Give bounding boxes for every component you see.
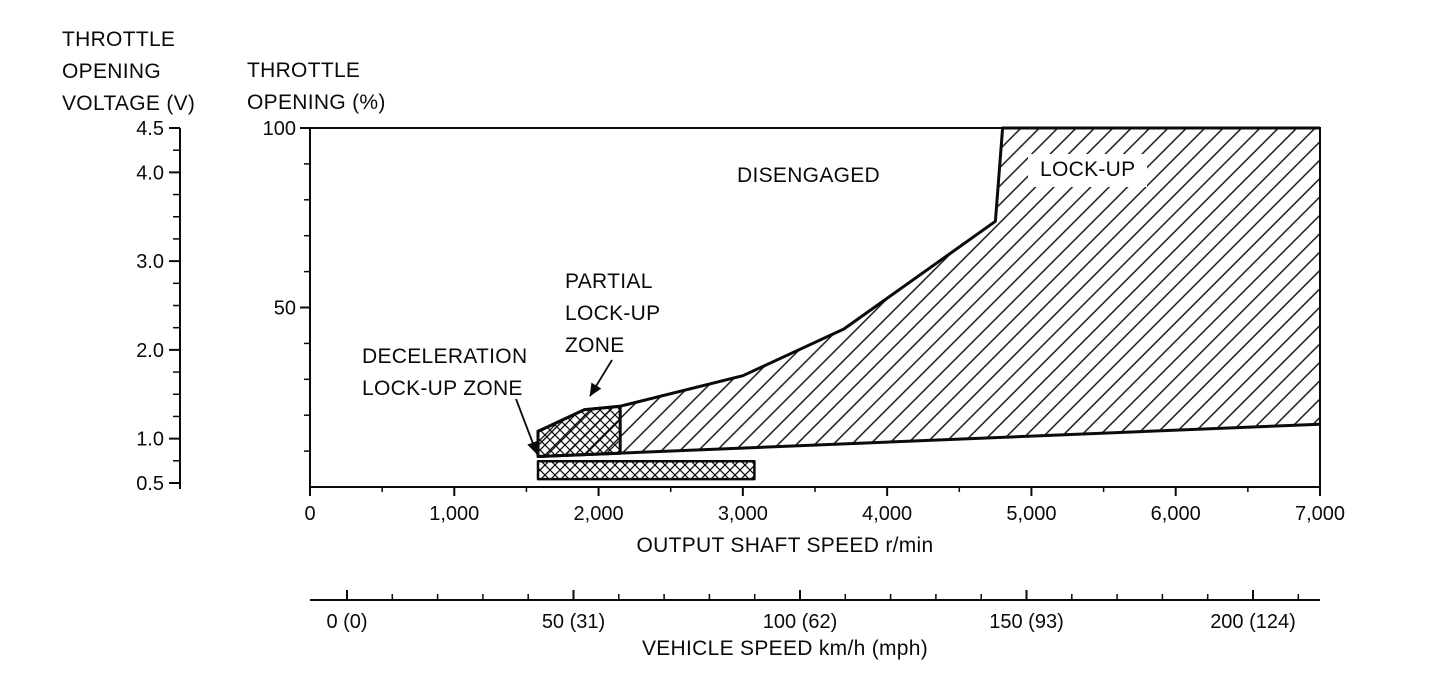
voltage-axis-tick-label: 0.5: [136, 473, 164, 495]
vehicle-speed-tick-label: 200 (124): [1210, 611, 1296, 633]
lockup-upper-boundary: [536, 126, 1320, 457]
x-axis-title: OUTPUT SHAFT SPEED r/min: [636, 534, 934, 557]
voltage-axis-tick-label: 4.0: [136, 162, 164, 184]
vehicle-speed-axis-title: VEHICLE SPEED km/h (mph): [641, 637, 929, 660]
voltage-axis-tick-label: 1.0: [136, 429, 164, 451]
deceleration-lockup-zone-label: DECELERATION LOCK-UP ZONE: [362, 345, 528, 400]
x-axis-tick-label: 5,000: [1006, 503, 1056, 525]
vehicle-speed-tick-label: 0 (0): [326, 611, 367, 633]
vehicle-speed-tick-label: 100 (62): [763, 611, 838, 633]
voltage-axis-tick-label: 3.0: [136, 251, 164, 273]
vehicle-speed-tick-label: 150 (93): [989, 611, 1064, 633]
percent-axis-title: THROTTLE OPENING (%): [247, 59, 386, 114]
x-axis-tick-label: 4,000: [862, 503, 912, 525]
vehicle-speed-tick-label: 50 (31): [542, 611, 605, 633]
disengaged-zone-label: DISENGAGED: [737, 164, 881, 187]
deceleration-lockup-arrow: [515, 398, 539, 455]
voltage-axis-title: THROTTLE OPENING VOLTAGE (V): [62, 28, 196, 115]
x-axis-tick-label: 1,000: [429, 503, 479, 525]
percent-axis-tick-label: 50: [274, 298, 296, 320]
lockup-region-fill: [538, 128, 1320, 457]
x-axis-tick-label: 0: [304, 503, 315, 525]
x-axis-tick-label: 6,000: [1151, 503, 1201, 525]
partial-lockup-zone-label: PARTIAL LOCK-UP ZONE: [565, 270, 661, 357]
x-axis-tick-label: 2,000: [574, 503, 624, 525]
lockup-lower-boundary: [537, 422, 1321, 458]
x-axis-tick-label: 7,000: [1295, 503, 1345, 525]
partial-lockup-arrow: [589, 359, 613, 397]
percent-axis-tick-label: 100: [263, 118, 296, 140]
deceleration-lockup-region: [536, 459, 756, 481]
x-axis-tick-label: 3,000: [718, 503, 768, 525]
voltage-axis-tick-label: 2.0: [136, 340, 164, 362]
lockup-zone-label: LOCK-UP: [1028, 154, 1148, 187]
voltage-axis-tick-label: 4.5: [136, 118, 164, 140]
